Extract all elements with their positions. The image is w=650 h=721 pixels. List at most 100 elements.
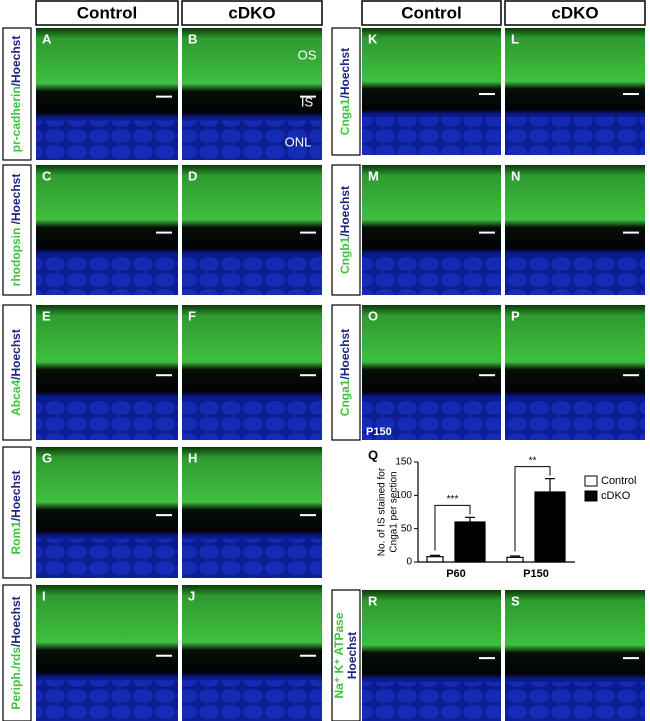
column-header-box xyxy=(181,0,323,26)
row-label-box xyxy=(331,589,361,721)
panel-letter: M xyxy=(368,168,379,183)
panel-letter: N xyxy=(511,168,520,183)
row-label: Cngb1/Hoechst xyxy=(338,186,352,274)
row-label-stain: /Hoechst xyxy=(338,186,352,237)
row-label-box xyxy=(331,27,361,156)
row-label-stain: /Hoechst xyxy=(338,329,352,380)
row-label-stain: /Hoechst xyxy=(9,174,23,225)
row-label: rhodopsin /Hoechst xyxy=(9,174,23,287)
row-label: Periph./rds/Hoechst xyxy=(9,596,23,709)
y-tick-label: 0 xyxy=(406,557,412,568)
row-label-stain: /Hoechst xyxy=(9,596,23,647)
y-axis-label: No. of IS stained for xyxy=(377,467,388,556)
nuclei-layer xyxy=(362,399,501,440)
column-header: Control xyxy=(77,3,137,22)
row-label: Abca4/Hoechst xyxy=(9,329,23,416)
panel-letter: A xyxy=(42,31,52,46)
nuclei-layer xyxy=(36,399,178,440)
nuclei-layer xyxy=(36,680,178,721)
row-label-box xyxy=(331,304,361,441)
x-tick-label: P150 xyxy=(523,568,549,580)
row-label-marker: Cnga1 xyxy=(338,98,352,135)
significance-bracket xyxy=(434,504,471,551)
nuclei-layer xyxy=(36,538,178,578)
row-label-box xyxy=(2,304,32,441)
row-label-box xyxy=(2,446,32,579)
nuclei-layer xyxy=(182,399,322,440)
nuclei-layer xyxy=(182,256,322,295)
row-label: Rom1/Hoechst xyxy=(9,470,23,554)
row-label: pr-cadherin/Hoechst xyxy=(9,36,23,153)
row-label-marker: Cnga1 xyxy=(338,379,352,416)
legend-swatch xyxy=(584,490,598,502)
column-header-box xyxy=(361,0,502,26)
layer-label: OS xyxy=(298,47,317,62)
significance-label: *** xyxy=(447,494,459,505)
legend-label: cDKO xyxy=(601,490,631,502)
row-label: Cnga1/Hoechst xyxy=(338,48,352,135)
y-tick-label: 50 xyxy=(401,523,413,534)
nuclei-layer xyxy=(36,120,178,160)
row-label-marker: Rom1 xyxy=(9,521,23,555)
bar xyxy=(426,556,444,563)
panel-letter: L xyxy=(511,31,519,46)
panel-letter: K xyxy=(368,31,378,46)
panel-letter: O xyxy=(368,308,378,323)
panel-letter: H xyxy=(188,450,197,465)
row-label-box xyxy=(331,164,361,296)
nuclei-layer xyxy=(505,681,645,721)
timepoint-label: P150 xyxy=(366,426,392,438)
nuclei-layer xyxy=(182,680,322,721)
legend-swatch xyxy=(584,475,598,487)
legend-label: Control xyxy=(601,475,636,487)
bar xyxy=(534,491,566,563)
panel-letter: R xyxy=(368,593,378,608)
column-header: Control xyxy=(401,3,461,22)
nuclei-layer xyxy=(182,538,322,578)
column-header-box xyxy=(504,0,646,26)
layer-label: ONL xyxy=(285,134,312,149)
significance-bracket xyxy=(514,466,551,552)
layer-label: IS xyxy=(301,94,314,109)
panel-letter: D xyxy=(188,168,197,183)
bar xyxy=(506,556,524,563)
panel-letter: B xyxy=(188,31,197,46)
nuclei-layer xyxy=(505,399,645,440)
panel-letter: P xyxy=(511,308,520,323)
y-tick-label: 150 xyxy=(395,457,412,468)
row-label-stain: /Hoechst xyxy=(9,36,23,87)
column-header-box xyxy=(35,0,179,26)
row-label-box xyxy=(2,27,32,161)
panel-letter: J xyxy=(188,588,195,603)
panel-letter: E xyxy=(42,308,51,323)
row-label-box xyxy=(2,164,32,296)
panel-letter: S xyxy=(511,593,520,608)
panel-letter: I xyxy=(42,588,46,603)
row-label-stain: Hoechst xyxy=(345,632,359,679)
panel-letter: F xyxy=(188,308,196,323)
nuclei-layer xyxy=(505,116,645,155)
x-tick-label: P60 xyxy=(446,568,466,580)
column-header: cDKO xyxy=(228,3,275,22)
bar xyxy=(454,521,486,563)
row-label-marker: Na⁺ K⁺ ATPase xyxy=(332,612,346,698)
panel-letter: C xyxy=(42,168,52,183)
significance-label: ** xyxy=(529,455,537,466)
row-label-marker: Cngb1 xyxy=(338,236,352,274)
row-label-stain: /Hoechst xyxy=(9,470,23,521)
row-label: Cnga1/Hoechst xyxy=(338,329,352,416)
row-label-marker: Abca4 xyxy=(9,380,23,416)
nuclei-layer xyxy=(182,120,322,160)
nuclei-layer xyxy=(362,256,501,295)
row-label-box xyxy=(2,584,32,721)
nuclei-layer xyxy=(362,116,501,155)
y-tick-label: 100 xyxy=(395,490,412,501)
row-label-stain: /Hoechst xyxy=(338,48,352,99)
row-label-stain: /Hoechst xyxy=(9,329,23,380)
nuclei-layer xyxy=(505,256,645,295)
row-label-marker: pr-cadherin xyxy=(9,86,23,152)
panel-letter: Q xyxy=(368,447,378,462)
nuclei-layer xyxy=(362,681,501,721)
panel-letter: G xyxy=(42,450,52,465)
